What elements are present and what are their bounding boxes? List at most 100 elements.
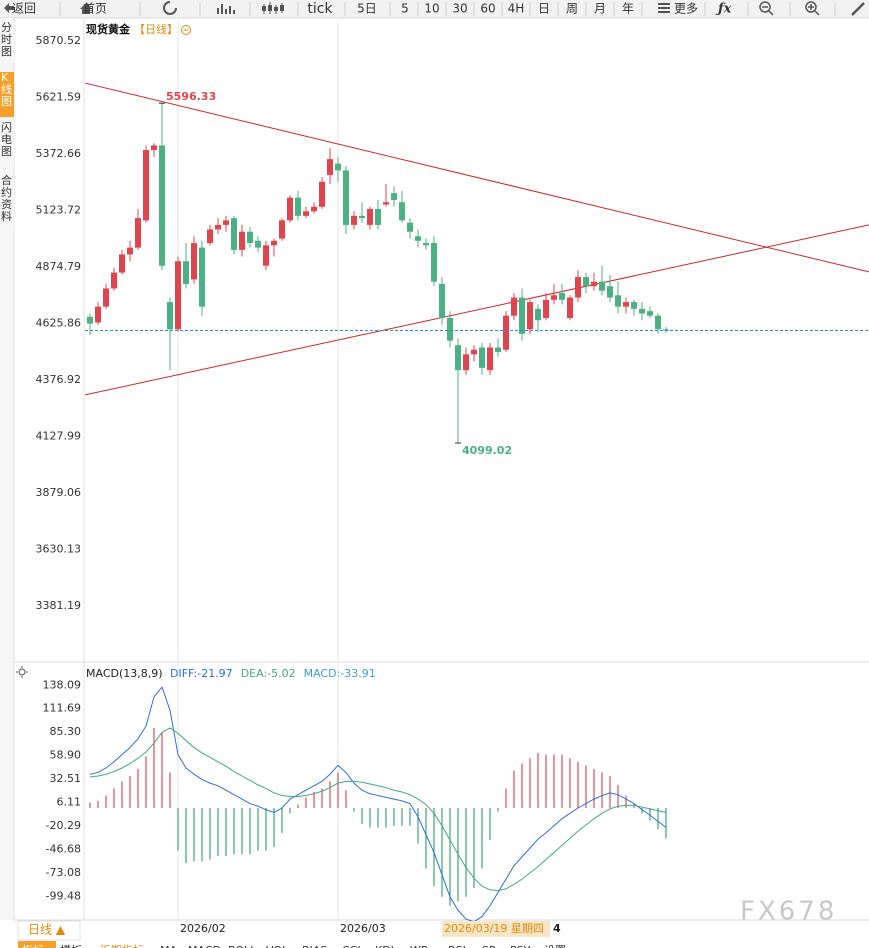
candle-body: [431, 243, 437, 282]
bottom-tab[interactable]: 设置: [544, 944, 566, 948]
y-tick-label: 138.09: [43, 678, 82, 691]
candle-body: [511, 297, 517, 316]
chart-icon[interactable]: [217, 4, 235, 14]
period-tag: 【日线】: [134, 22, 178, 36]
candle-body: [287, 197, 293, 221]
bottom-tab[interactable]: MA: [160, 944, 177, 948]
candle-body: [407, 222, 413, 232]
collapse-icon[interactable]: [181, 25, 191, 35]
bottom-tab[interactable]: 近期指标: [100, 943, 144, 948]
candle-body: [95, 306, 101, 323]
candle-body: [647, 311, 653, 316]
candle-body: [327, 159, 333, 175]
bottom-tab[interactable]: 模板: [60, 943, 82, 948]
candle-body: [231, 218, 237, 250]
y-tick-label: 3879.06: [36, 486, 82, 499]
refresh-icon[interactable]: [163, 1, 177, 15]
candle-body: [183, 261, 189, 284]
candle-body: [167, 302, 173, 330]
candle-body: [367, 209, 373, 225]
home-icon[interactable]: [80, 3, 92, 14]
candle-body: [423, 243, 429, 246]
candle-body: [207, 229, 213, 244]
y-tick-label: 4874.79: [36, 260, 82, 273]
candle-body: [175, 261, 181, 330]
candle-body: [239, 231, 245, 250]
toolbar-button[interactable]: 日: [538, 2, 550, 16]
candle-body: [439, 283, 445, 318]
toolbar-button[interactable]: 更多: [674, 2, 698, 16]
toolbar-button[interactable]: 年: [622, 2, 634, 16]
candle-body: [607, 286, 613, 298]
candle-body: [623, 302, 629, 307]
candle-icon-part: [262, 6, 266, 11]
period-button[interactable]: [17, 920, 81, 941]
y-tick-label: 4376.92: [36, 373, 82, 386]
candle-body: [391, 193, 397, 200]
bottom-tab[interactable]: KDJ: [375, 944, 394, 948]
trend-line: [84, 224, 869, 396]
toolbar-button[interactable]: tick: [307, 1, 333, 17]
y-tick-label: 58.90: [50, 749, 82, 762]
back-icon[interactable]: [4, 3, 14, 13]
bottom-tab[interactable]: WR: [410, 944, 429, 948]
bottom-tab[interactable]: BOLL: [228, 944, 257, 948]
bottom-tab[interactable]: PSY: [510, 944, 531, 948]
candle-body: [415, 236, 421, 241]
trend-line: [84, 82, 869, 273]
side-tab-label: K 线图: [1, 71, 12, 108]
side-tab[interactable]: [0, 122, 14, 167]
toolbar-button[interactable]: 5日: [357, 2, 377, 16]
bottom-tab[interactable]: SR: [482, 944, 497, 948]
candle-body: [583, 277, 589, 287]
toolbar-button[interactable]: 5: [401, 2, 409, 16]
macd-legend: DIFF:-21.97: [170, 667, 233, 680]
candle-body: [503, 315, 509, 350]
candle-body: [487, 347, 493, 371]
toolbar-button[interactable]: 月: [594, 2, 606, 16]
toolbar-button[interactable]: 首页: [83, 2, 107, 16]
cursor-label: 2026/03/19 星期四: [444, 922, 544, 935]
period-label[interactable]: 日线 ▲: [28, 923, 66, 937]
axis-fragment: 4: [553, 922, 561, 935]
side-strip: [0, 18, 14, 920]
toolbar-button[interactable]: 30: [452, 2, 467, 16]
candle-body: [151, 145, 157, 151]
settings-icon[interactable]: [18, 668, 26, 676]
candle-body: [87, 316, 93, 324]
toolbar-button[interactable]: 周: [566, 2, 578, 16]
zoom-in-icon[interactable]: [805, 1, 817, 13]
candle-body: [575, 277, 581, 298]
more-icon[interactable]: [658, 3, 670, 13]
bottom-tab[interactable]: 指标: [22, 943, 44, 948]
side-tab[interactable]: [0, 22, 14, 62]
zoom-out-icon[interactable]: [759, 1, 771, 13]
bottom-tab[interactable]: RSI: [448, 944, 466, 948]
fx-icon[interactable]: ƒx: [715, 2, 732, 17]
toolbar-button[interactable]: 4H: [508, 2, 525, 16]
macd-legend: MACD:-33.91: [304, 667, 376, 680]
candle-body: [463, 354, 469, 371]
toolbar-button[interactable]: 返回: [12, 2, 36, 16]
candle-body: [471, 349, 477, 355]
bottom-tab[interactable]: CCI: [342, 944, 361, 948]
side-tab[interactable]: [0, 175, 14, 232]
zoom-in-icon-part: [808, 4, 820, 16]
toolbar-button[interactable]: 60: [480, 2, 495, 16]
draw-icon[interactable]: [851, 2, 865, 16]
candle-body: [255, 240, 261, 248]
side-tab-label: 合约资料: [1, 173, 12, 223]
bottom-tab[interactable]: BIAS: [302, 944, 327, 948]
bottom-tab[interactable]: VOL: [266, 944, 289, 948]
y-tick-label: -99.48: [46, 889, 81, 902]
candle-body: [247, 231, 253, 244]
toolbar-button[interactable]: 10: [424, 2, 439, 16]
bottom-tab[interactable]: MACD: [188, 944, 221, 948]
candle-body: [543, 299, 549, 318]
candle-body: [335, 163, 341, 171]
side-tab-label: 分时图: [1, 21, 12, 58]
candle-body: [279, 220, 285, 239]
side-tab[interactable]: [0, 72, 14, 117]
candle-body: [663, 329, 669, 331]
candle-icon-part: [280, 5, 284, 11]
